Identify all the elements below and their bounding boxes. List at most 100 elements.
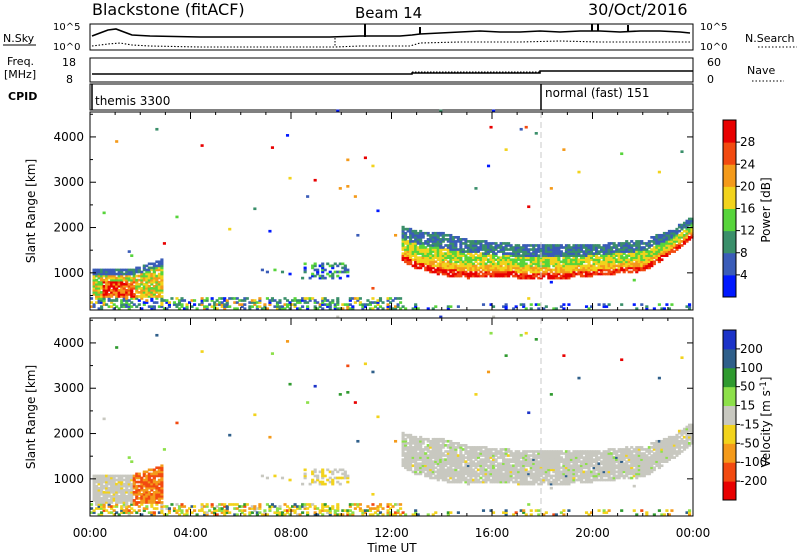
velocity-cell: [607, 462, 611, 466]
frequency-label-top: Freq.: [7, 55, 34, 68]
velocity-cell: [544, 450, 548, 453]
power-cell: [602, 250, 606, 253]
velocity-cell: [549, 393, 553, 396]
power-cell: [569, 248, 573, 251]
velocity-cell: [426, 472, 430, 476]
power-cell: [509, 266, 513, 270]
power-cell: [547, 246, 551, 249]
power-cell: [157, 282, 161, 286]
velocity-cell: [579, 468, 584, 472]
power-cell: [441, 240, 445, 243]
power-cell: [248, 305, 252, 308]
velocity-cell: [394, 511, 398, 514]
velocity-cell: [612, 478, 616, 482]
power-cell: [527, 248, 531, 251]
velocity-cell: [426, 468, 430, 472]
power-cell: [140, 293, 144, 296]
power-cell: [632, 264, 636, 268]
power-cell: [474, 274, 478, 278]
power-cell: [117, 284, 121, 288]
power-cell: [115, 278, 119, 282]
power-cell: [595, 270, 599, 274]
velocity-cell: [100, 507, 104, 510]
velocity-cell: [461, 456, 465, 459]
velocity-cell: [336, 505, 340, 508]
power-cell: [539, 260, 543, 264]
velocity-cell: [492, 470, 496, 474]
velocity-cell: [444, 460, 448, 463]
power-cell: [547, 266, 551, 270]
velocity-cell: [517, 452, 521, 455]
power-cell: [441, 270, 445, 274]
velocity-cell: [321, 472, 325, 476]
power-cell: [687, 231, 692, 235]
power-cell: [677, 240, 682, 243]
power-cell: [459, 268, 463, 272]
power-cell: [665, 231, 669, 235]
power-cell: [504, 268, 508, 272]
power-cell: [97, 291, 101, 294]
power-cell: [645, 252, 649, 255]
power-cell: [421, 256, 425, 260]
velocity-cell: [336, 480, 340, 484]
velocity-cell: [497, 452, 501, 455]
velocity-cell: [562, 458, 566, 461]
velocity-cell: [95, 474, 99, 478]
velocity-cell: [522, 511, 526, 514]
velocity-cell: [421, 466, 425, 470]
velocity-cell: [625, 466, 629, 470]
velocity-cell: [582, 466, 586, 470]
velocity-cell: [404, 437, 408, 441]
power-cell: [579, 248, 584, 251]
power-cell: [514, 256, 518, 260]
power-cell: [484, 250, 488, 253]
power-y-tick-label: 1000: [53, 266, 84, 280]
velocity-cell: [514, 478, 518, 482]
velocity-cell: [436, 446, 440, 449]
velocity-cell: [564, 462, 568, 466]
velocity-cell: [451, 480, 455, 484]
velocity-cell: [248, 511, 252, 514]
velocity-cell: [579, 452, 584, 455]
power-cell: [481, 248, 486, 251]
power-cell: [652, 250, 656, 253]
power-cell: [466, 256, 470, 260]
power-cell: [481, 272, 486, 276]
power-cell: [557, 250, 561, 253]
power-cell: [280, 270, 285, 274]
velocity-cell: [142, 501, 146, 504]
velocity-cell: [504, 474, 508, 478]
power-cell: [552, 262, 556, 266]
velocity-cell: [454, 450, 458, 453]
power-cell: [454, 274, 458, 278]
velocity-cell: [142, 490, 146, 494]
power-cell: [456, 260, 460, 264]
power-cell: [569, 268, 573, 272]
velocity-cell: [296, 507, 300, 510]
power-cell: [647, 254, 651, 257]
velocity-cell: [328, 513, 332, 516]
velocity-cell: [331, 482, 335, 486]
power-cell: [296, 301, 300, 304]
power-cell: [640, 246, 644, 249]
power-cell: [534, 132, 538, 135]
velocity-cell: [446, 468, 450, 472]
velocity-cell: [456, 472, 460, 476]
velocity-cell: [471, 450, 476, 453]
power-cell: [110, 299, 114, 302]
velocity-cell: [579, 470, 584, 474]
velocity-cell: [582, 472, 586, 476]
power-cell: [100, 305, 104, 308]
velocity-cell: [160, 503, 164, 506]
power-cell: [507, 264, 511, 268]
velocity-cell: [446, 454, 450, 457]
power-cell: [293, 303, 297, 306]
velocity-cell: [451, 441, 455, 445]
power-cell: [690, 217, 694, 221]
power-cell: [135, 266, 139, 270]
velocity-cell: [459, 476, 463, 480]
velocity-cell: [102, 417, 106, 421]
velocity-cell: [476, 468, 481, 472]
power-cell: [582, 244, 586, 247]
power-cell: [489, 246, 493, 249]
